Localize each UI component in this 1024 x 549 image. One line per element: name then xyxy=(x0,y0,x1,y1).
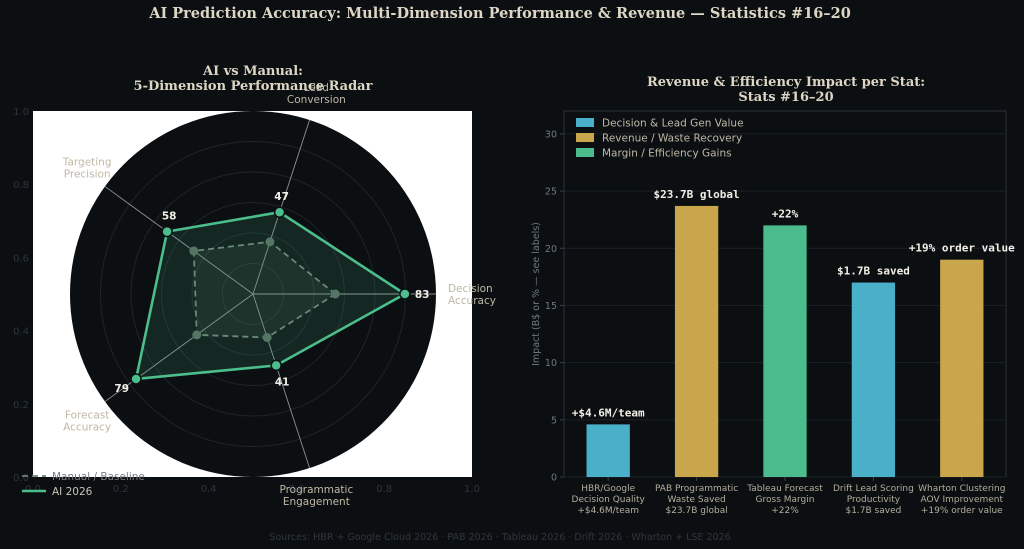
radar-point-ai xyxy=(130,373,142,385)
bar-ytick-label: 0 xyxy=(551,473,557,484)
bar-data-label: +19% order value xyxy=(909,242,1015,255)
radar-spokes xyxy=(104,119,436,469)
bar-chart: Revenue & Efficiency Impact per Stat:Sta… xyxy=(531,75,1015,516)
radar-bg-ytick: 0.2 xyxy=(13,400,29,411)
bar-xtick-label: Drift Lead Scoring Productivity $1.7B save… xyxy=(833,484,914,516)
radar-bg-ytick: 0.0 xyxy=(13,473,29,484)
bar-ytick-label: 5 xyxy=(551,415,557,426)
bar-legend-label: Decision & Lead Gen Value xyxy=(602,118,744,130)
bar-data-label: +$4.6M/team xyxy=(572,406,645,419)
sources-footer: Sources: HBR + Google Cloud 2026 · PAB 2… xyxy=(269,532,730,543)
radar-title: AI vs Manual:5-Dimension Performance Rad… xyxy=(134,64,373,94)
radar-point-manual xyxy=(192,330,202,340)
bar-4 xyxy=(851,282,896,477)
radar-bg-xtick: 0.8 xyxy=(376,484,392,495)
radar-spoke xyxy=(252,293,310,469)
radar-bg-xtick: 0.4 xyxy=(201,484,217,495)
bar-legend: Decision & Lead Gen Value Revenue / Waste… xyxy=(576,118,744,160)
bar-chart-title: Revenue & Efficiency Impact per Stat:Sta… xyxy=(647,75,925,105)
bar-3 xyxy=(763,225,807,477)
bar-y-axis-label: Impact (B$ or % — see labels) xyxy=(531,222,542,366)
radar-spoke xyxy=(104,186,254,295)
radar-legend-label: AI 2026 xyxy=(52,486,93,498)
bar-xtick-label: Tableau Forecast Gross Margin +22% xyxy=(746,484,823,516)
radar-point-ai xyxy=(270,359,282,372)
bar-ytick-label: 25 xyxy=(545,187,557,198)
bar-1 xyxy=(586,424,630,477)
radar-axis-label: Forecast Accuracy xyxy=(63,409,111,433)
bar-5 xyxy=(940,259,984,477)
bar-ytick-label: 10 xyxy=(545,358,557,369)
radar-value-label: 41 xyxy=(275,376,290,388)
radar-bg-ytick: 0.8 xyxy=(13,180,29,191)
bar-data-label: +22% xyxy=(772,207,799,220)
bar-xtick-label: PAB Programmatic Waste Saved $23.7B global xyxy=(655,484,738,516)
radar-title-line: AI vs Manual: xyxy=(202,64,303,79)
radar-series-ai xyxy=(134,210,407,381)
bar-ytick-label: 30 xyxy=(545,129,557,140)
bar-xtick-label: Wharton Clustering AOV Improvement +19% or… xyxy=(918,484,1005,516)
bar-legend-swatch xyxy=(576,133,594,142)
radar-legend: Manual / Baseline AI 2026 xyxy=(22,471,145,498)
radar-title-line: 5-Dimension Performance Radar xyxy=(134,79,373,94)
radar-point-manual xyxy=(265,237,275,247)
radar-point-ai xyxy=(399,288,411,300)
bar-x-tick-labels: HBR/Google Decision Quality +$4.6M/team PAB… xyxy=(572,477,1005,516)
radar-chart: 0.0 0.2 0.4 0.6 0.8 1.0 0.0 0.2 0.4 0.6 0.8 1.0 83 4… xyxy=(13,64,496,508)
radar-point-manual xyxy=(189,246,199,256)
bar-legend-label: Margin / Efficiency Gains xyxy=(602,148,732,160)
radar-axis-label: Lead Conversion xyxy=(287,82,346,106)
bar-bars xyxy=(586,205,984,477)
radar-background-ticks: 0.0 0.2 0.4 0.6 0.8 1.0 0.0 0.2 0.4 0.6 0.8 1.0 xyxy=(13,107,480,495)
radar-spoke xyxy=(104,293,254,402)
radar-point-ai xyxy=(273,206,286,218)
radar-axis-label: Programmatic Engagement xyxy=(279,484,353,508)
radar-bg-ytick: 0.4 xyxy=(13,327,29,338)
main-title: AI Prediction Accuracy: Multi-Dimension … xyxy=(148,5,851,22)
bar-xtick-label: HBR/Google Decision Quality +$4.6M/team xyxy=(572,484,646,516)
bar-legend-swatch xyxy=(576,118,594,127)
bar-ytick-label: 20 xyxy=(545,244,557,255)
bar-data-label: $23.7B global xyxy=(654,188,740,201)
radar-bg-xtick: 0.0 xyxy=(25,484,41,495)
bar-ytick-label: 15 xyxy=(545,301,557,312)
radar-legend-label: Manual / Baseline xyxy=(52,471,145,483)
radar-bg-xtick: 0.6 xyxy=(288,484,304,495)
radar-bg-xtick: 1.0 xyxy=(464,484,480,495)
radar-bg-ytick: 0.6 xyxy=(13,253,29,264)
radar-bg-xtick: 0.2 xyxy=(113,484,129,495)
bar-legend-swatch xyxy=(576,148,594,157)
radar-value-label: 47 xyxy=(274,191,289,203)
radar-point-manual xyxy=(330,289,340,299)
radar-axis-labels: Decision Accuracy Lead Conversion Targeting P… xyxy=(62,82,496,508)
radar-axis-label: Decision Accuracy xyxy=(448,283,496,307)
bar-title-line: Stats #16–20 xyxy=(738,90,833,105)
radar-series-manual xyxy=(192,240,337,339)
bar-data-labels: +$4.6M/team $23.7B global +22% $1.7B saved +… xyxy=(572,188,1015,419)
radar-value-label: 79 xyxy=(114,383,129,395)
radar-point-manual xyxy=(262,333,272,343)
radar-value-label: 58 xyxy=(162,211,177,223)
radar-bg-ytick: 1.0 xyxy=(13,107,29,118)
radar-series: 83 47 58 79 41 xyxy=(114,191,429,395)
bar-title-line: Revenue & Efficiency Impact per Stat: xyxy=(647,75,925,90)
bar-2 xyxy=(674,205,719,477)
bar-data-label: $1.7B saved xyxy=(837,265,910,278)
bar-y-ticks: 0 5 10 15 20 25 30 xyxy=(545,129,564,484)
radar-value-label: 83 xyxy=(415,289,430,301)
bar-legend-label: Revenue / Waste Recovery xyxy=(602,133,742,145)
radar-point-ai xyxy=(161,225,173,238)
radar-axis-label: Targeting Precision xyxy=(62,157,112,181)
